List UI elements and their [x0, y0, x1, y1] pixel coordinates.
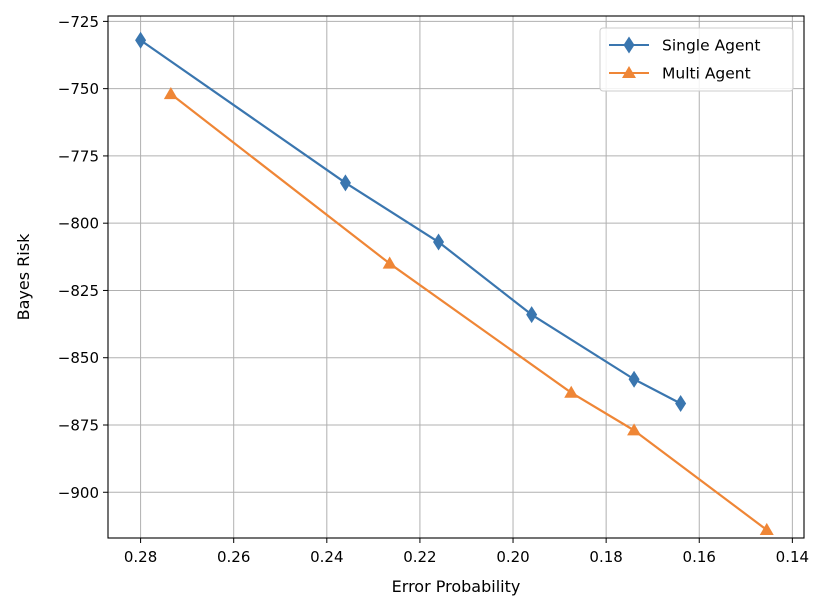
data-point-multi-agent: [382, 256, 397, 269]
legend-label-multi-agent: Multi Agent: [662, 65, 751, 83]
data-point-multi-agent: [627, 423, 642, 436]
x-tick-label: 0.28: [124, 548, 157, 566]
data-point-multi-agent: [564, 385, 579, 398]
x-tick-label: 0.26: [217, 548, 250, 566]
legend: Single Agent Multi Agent: [599, 27, 794, 92]
data-point-single-agent: [628, 370, 640, 388]
y-tick-label: −800: [58, 215, 99, 233]
data-point-single-agent: [135, 31, 147, 49]
x-tick-label: 0.18: [589, 548, 622, 566]
y-tick-label: −900: [58, 484, 99, 502]
x-tick-label: 0.16: [683, 548, 716, 566]
grid: [108, 16, 804, 538]
data-point-single-agent: [675, 394, 687, 412]
data-point-single-agent: [339, 174, 351, 192]
x-tick-label: 0.24: [310, 548, 343, 566]
legend-marker-single-agent: [623, 36, 635, 54]
y-axis-label: Bayes Risk: [14, 233, 33, 320]
ticks: 0.28 0.26 0.24 0.22 0.20 0.18 0.16 0.14 −725 −750…: [58, 13, 809, 566]
y-tick-label: −775: [58, 147, 99, 165]
data-point-single-agent: [526, 306, 538, 324]
legend-frame: [599, 27, 794, 92]
legend-marker-multi-agent: [622, 66, 636, 79]
data-point-multi-agent: [163, 87, 178, 100]
plot-frame: [107, 15, 805, 539]
plot-area: [108, 16, 804, 538]
x-tick-label: 0.20: [496, 548, 529, 566]
y-tick-label: −825: [58, 282, 99, 300]
data-point-single-agent: [433, 233, 445, 251]
y-tick-label: −875: [58, 416, 99, 434]
x-tick-label: 0.14: [776, 548, 809, 566]
y-tick-label: −725: [58, 13, 99, 31]
data-point-multi-agent: [759, 522, 774, 535]
y-tick-label: −850: [58, 349, 99, 367]
x-axis-label: Error Probability: [392, 577, 521, 596]
series-line-single-agent: [139, 39, 682, 405]
legend-label-single-agent: Single Agent: [662, 37, 760, 55]
series-layer: [135, 31, 774, 535]
x-tick-label: 0.22: [403, 548, 436, 566]
y-tick-label: −750: [58, 80, 99, 98]
